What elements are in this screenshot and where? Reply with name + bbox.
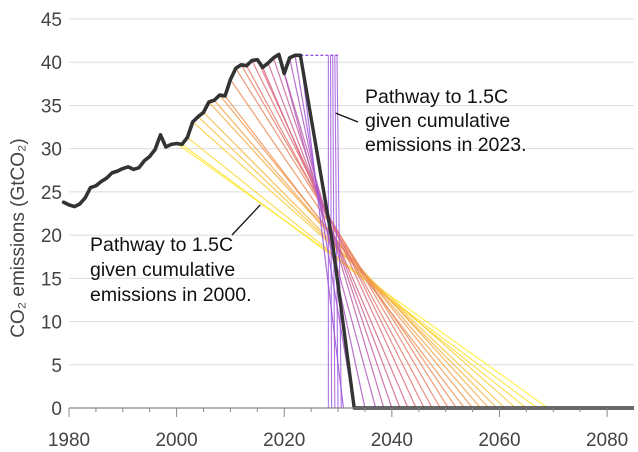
y-tick-label: 15	[41, 269, 62, 290]
y-tick-label: 35	[41, 96, 62, 117]
x-tick-label: 1980	[48, 430, 90, 451]
pathway-2023-line	[298, 55, 634, 410]
annotation-2023-line: emissions in 2023.	[365, 134, 527, 156]
pathway-line-2018	[272, 57, 393, 409]
grid-lines	[69, 18, 634, 366]
pathway-line-2005	[203, 111, 498, 409]
y-tick-label: 10	[41, 313, 62, 334]
axes: 0 5 10 15 20 25 30 35 40 45 1980 2000 2020 2040 2060 20…	[41, 10, 634, 451]
pathway-line-2012	[240, 64, 441, 409]
vertical-drop-line	[332, 55, 336, 409]
annotation-2000: Pathway to 1.5C given cumulative emissions…	[90, 204, 261, 306]
x-tick-label: 2000	[155, 430, 197, 451]
x-tick-label: 2020	[263, 430, 305, 451]
annotation-2023-line: given cumulative	[365, 110, 510, 132]
series	[61, 52, 634, 410]
pathway-line-2014	[251, 60, 425, 409]
y-tick-label: 40	[41, 53, 62, 74]
y-tick-label: 25	[41, 183, 62, 204]
annotation-2000-line: emissions in 2000.	[90, 284, 252, 306]
vertical-drop-line	[334, 55, 339, 409]
annotation-2000-line: given cumulative	[90, 259, 235, 281]
historical-emissions-line	[61, 52, 303, 209]
annotation-2023-pointer	[335, 112, 359, 123]
y-tick-label: 30	[41, 140, 62, 161]
y-tick-label: 0	[51, 399, 62, 420]
pathway-line-2021	[289, 57, 366, 409]
y-axis-label: CO₂ emissions (GtCO₂)	[8, 138, 29, 338]
y-tick-label: 20	[41, 226, 62, 247]
pathway-line-2020	[283, 73, 377, 409]
annotation-2023-line: Pathway to 1.5C	[365, 86, 508, 108]
annotation-2000-line: Pathway to 1.5C	[90, 234, 233, 256]
pathway-line-2023	[299, 55, 345, 409]
x-tick-label: 2040	[371, 430, 413, 451]
pathway-line-2022	[294, 55, 355, 409]
y-tick-label: 45	[41, 10, 62, 31]
annotation-2000-pointer	[231, 204, 261, 236]
x-tick-label: 2080	[586, 430, 628, 451]
pathway-line-2001	[181, 143, 538, 409]
x-tick-label: 2060	[478, 430, 520, 451]
y-tick-label: 5	[51, 356, 62, 377]
